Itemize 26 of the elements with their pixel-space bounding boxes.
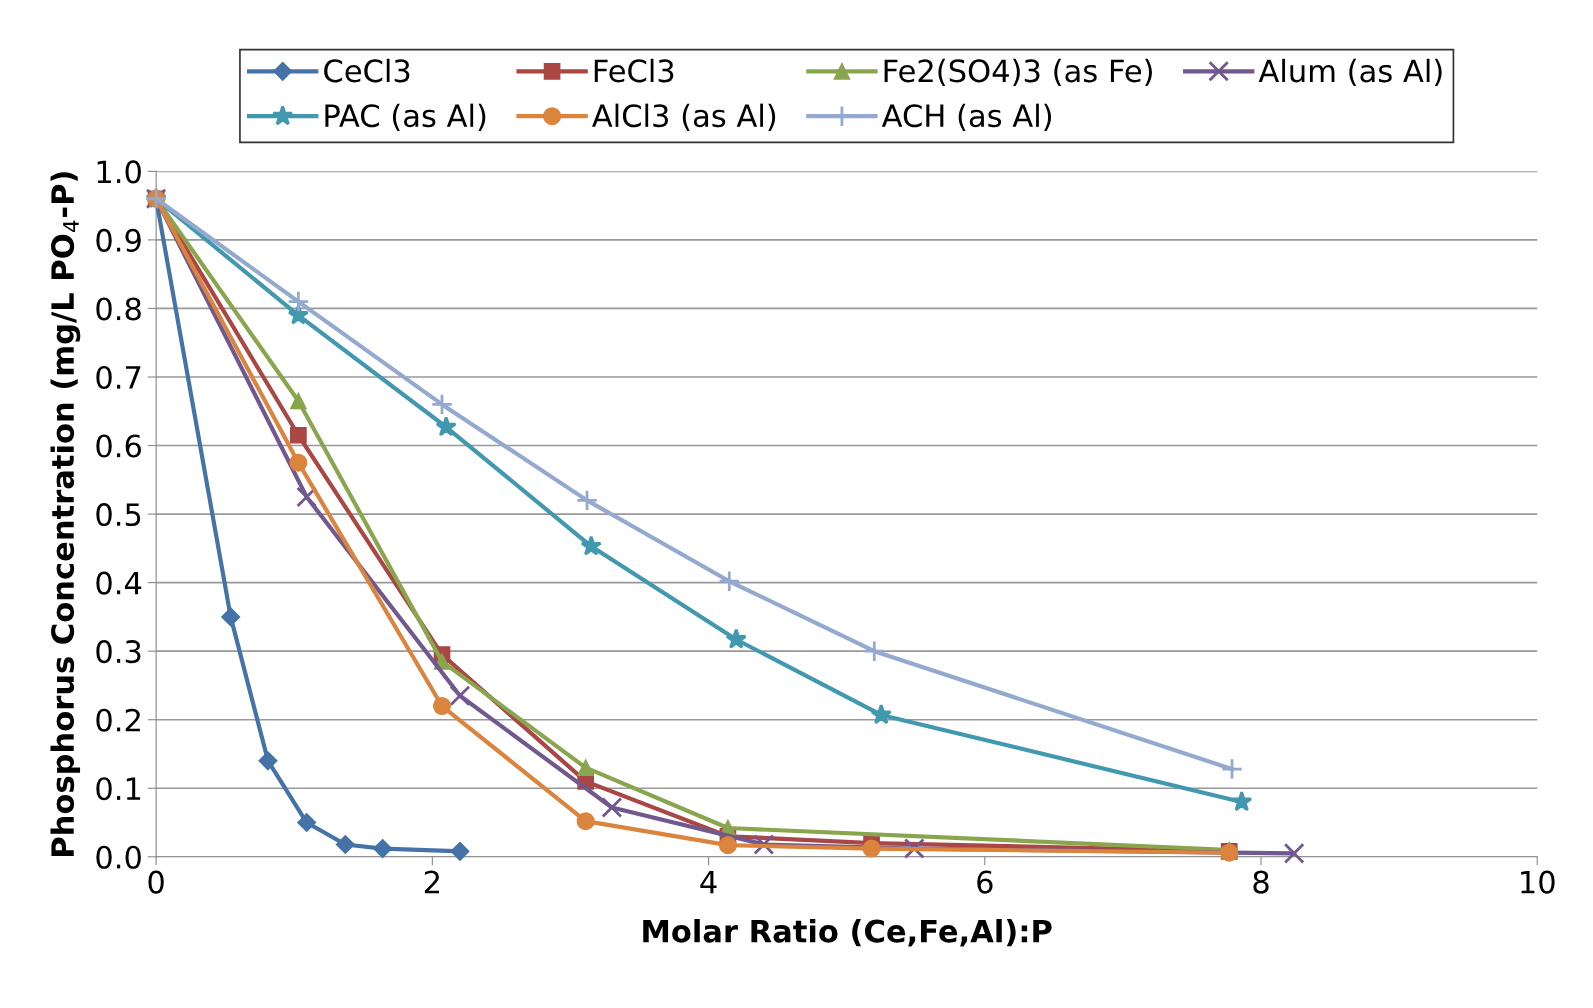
y-tick-label: 0.5: [96, 503, 141, 527]
y-tick-label: 0.6: [96, 434, 141, 458]
legend-label: ACH (as Al): [881, 103, 1051, 131]
y-tick-label: 0.3: [96, 640, 141, 664]
y-tick-label: 0.8: [96, 297, 141, 321]
y-tick-label: 1.0: [97, 160, 141, 184]
y-tick-label: 0.9: [96, 228, 141, 252]
x-tick-label: 10: [1521, 870, 1555, 894]
legend-label: PAC (as Al): [325, 103, 486, 131]
x-tick-label: 8: [1253, 870, 1269, 894]
y-tick-label: 0.1: [96, 777, 141, 801]
y-tick-label: 0.2: [96, 708, 140, 732]
legend-label: CeCl3: [324, 58, 410, 83]
y-tick-label: 0.0: [96, 845, 141, 869]
x-tick-label: 4: [700, 870, 717, 894]
legend-label: AlCl3 (as Al): [592, 103, 776, 131]
y-axis-title: Phosphorus Concentration (mg/L PO$_{4}$-P): [50, 172, 81, 856]
x-tick-label: 0: [148, 870, 164, 894]
y-tick-label: 0.4: [96, 571, 142, 595]
legend-label: Fe2(SO4)3 (as Fe): [884, 58, 1152, 87]
x-axis-title: Molar Ratio (Ce,Fe,Al):P: [643, 919, 1052, 947]
x-tick-label: 6: [977, 870, 993, 894]
y-tick-label: 0.7: [96, 365, 141, 390]
legend-label: Alum (as Al): [1258, 58, 1442, 87]
x-tick-label: 2: [424, 870, 439, 894]
legend-label: FeCl3: [594, 58, 674, 83]
